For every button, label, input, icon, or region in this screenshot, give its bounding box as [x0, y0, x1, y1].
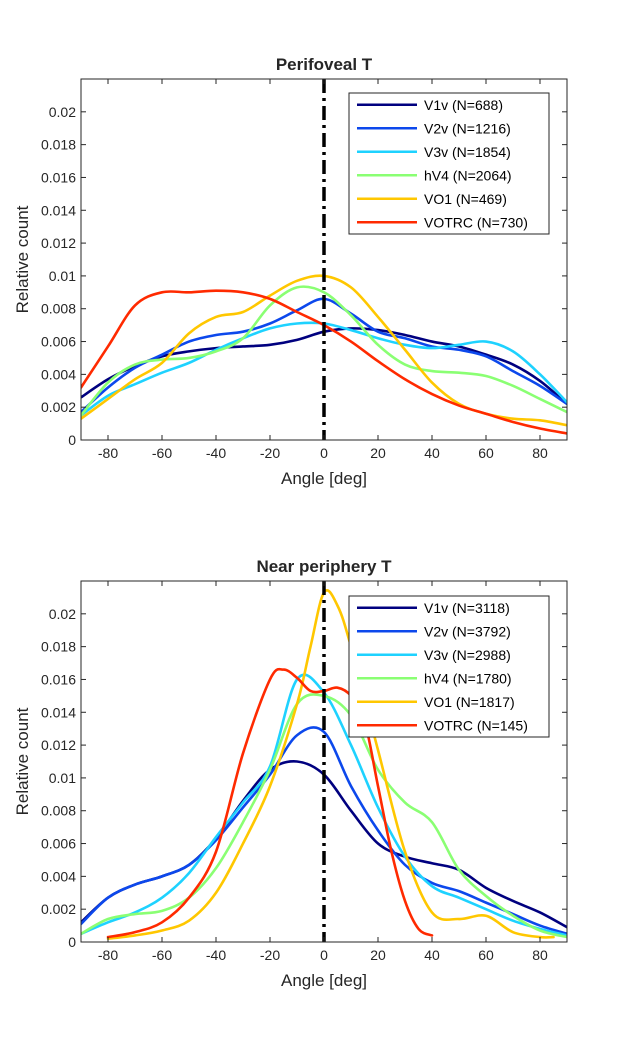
y-tick-label: 0.02: [49, 104, 76, 120]
y-tick-label: 0.004: [41, 868, 76, 884]
legend-entry-0: V1v (N=3118): [424, 600, 510, 616]
y-tick-label: 0: [68, 432, 76, 448]
legend-box: [348, 595, 550, 738]
y-tick-label: 0.014: [41, 202, 76, 218]
panel-near-periphery: -80 -60 -40 -20 0 20 40 60 80 0 0.002 0.004 0.006 0.0…: [13, 557, 568, 990]
series-line-5: [106, 667, 434, 939]
series-line-1: [81, 726, 567, 936]
legend-box: [348, 92, 550, 235]
legend-entry-2: V3v (N=1854): [424, 144, 511, 160]
series-line-3: [81, 285, 567, 417]
x-tick-label: -20: [260, 947, 280, 963]
x-tick-label: 40: [424, 445, 440, 461]
x-tick-label: -20: [260, 445, 280, 461]
y-tick-label: 0.016: [41, 169, 76, 185]
legend-entry-1: V2v (N=3792): [424, 623, 511, 639]
x-tick-label: -40: [206, 445, 226, 461]
y-axis-label: Relative count: [13, 707, 32, 815]
legend-entry-3: hV4 (N=1780): [424, 670, 512, 686]
x-tick-label: 0: [320, 445, 328, 461]
y-tick-label: 0.008: [41, 803, 76, 819]
y-tick-label: 0.006: [41, 836, 76, 852]
x-tick-label: 20: [370, 445, 386, 461]
legend-entry-4: VO1 (N=469): [424, 191, 507, 207]
x-tick-label: -60: [152, 947, 172, 963]
legend-entry-5: VOTRC (N=145): [424, 717, 528, 733]
panel-perifoveal: -80 -60 -40 -20 0 20 40 60 80 0 0.002 0.004 0.006 0.0…: [13, 55, 568, 488]
y-tick-label: 0.008: [41, 301, 76, 317]
y-tick-label: 0.018: [41, 137, 76, 153]
y-tick-label: 0.012: [41, 235, 76, 251]
x-tick-label: -60: [152, 445, 172, 461]
x-axis-label: Angle [deg]: [281, 469, 367, 488]
x-tick-label: 60: [478, 947, 494, 963]
y-tick-label: 0.01: [49, 770, 76, 786]
series-line-4: [106, 589, 555, 941]
y-axis-label: Relative count: [13, 205, 32, 313]
y-tick-label: 0.016: [41, 671, 76, 687]
x-tick-label: -80: [98, 947, 118, 963]
chart-title: Perifoveal T: [276, 55, 373, 74]
x-tick-label: -80: [98, 445, 118, 461]
legend-entry-4: VO1 (N=1817): [424, 694, 515, 710]
x-tick-label: -40: [206, 947, 226, 963]
legend-entry-2: V3v (N=2988): [424, 647, 511, 663]
y-tick-label: 0.01: [49, 268, 76, 284]
legend-entry-1: V2v (N=1216): [424, 120, 511, 136]
legend-entry-3: hV4 (N=2064): [424, 167, 512, 183]
legend-entry-5: VOTRC (N=730): [424, 214, 528, 230]
y-tick-label: 0.018: [41, 639, 76, 655]
x-tick-label: 60: [478, 445, 494, 461]
y-tick-label: 0.012: [41, 737, 76, 753]
x-axis-label: Angle [deg]: [281, 971, 367, 990]
legend-entry-0: V1v (N=688): [424, 97, 503, 113]
x-tick-label: 20: [370, 947, 386, 963]
y-tick-label: 0.014: [41, 704, 76, 720]
y-tick-label: 0.02: [49, 606, 76, 622]
y-tick-label: 0.002: [41, 399, 76, 415]
x-tick-label: 0: [320, 947, 328, 963]
chart-title: Near periphery T: [256, 557, 392, 576]
y-tick-label: 0.004: [41, 366, 76, 382]
y-tick-label: 0.006: [41, 334, 76, 350]
x-tick-label: 80: [532, 445, 548, 461]
legend: V1v (N=688) V2v (N=1216) V3v (N=1854) hV4 (…: [348, 92, 550, 235]
x-tick-label: 80: [532, 947, 548, 963]
legend: V1v (N=3118) V2v (N=3792) V3v (N=2988) hV4 …: [348, 595, 550, 738]
y-tick-label: 0: [68, 934, 76, 950]
y-tick-label: 0.002: [41, 901, 76, 917]
x-tick-label: 40: [424, 947, 440, 963]
